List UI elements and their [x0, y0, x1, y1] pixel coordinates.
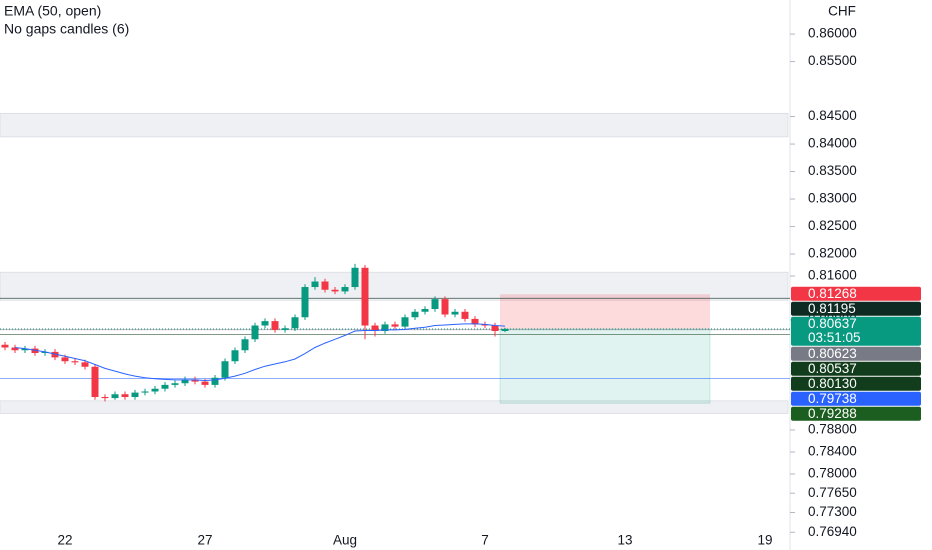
candle-body — [161, 384, 169, 389]
price-label: 0.80130 — [808, 376, 857, 391]
candle-body — [301, 287, 309, 318]
price-label: 0.80537 — [808, 361, 857, 376]
price-label: 0.81268 — [808, 286, 857, 301]
price-label: 0.80637 — [808, 316, 857, 331]
price-label-box — [791, 406, 921, 421]
y-tick-label: 0.76940 — [808, 524, 857, 539]
candle-body — [461, 311, 469, 319]
candle-body — [181, 379, 189, 384]
candle-body — [381, 324, 389, 332]
price-label-box — [791, 286, 921, 301]
candle-body — [91, 366, 99, 397]
legend-candles: No gaps candles (6) — [4, 21, 129, 37]
zone — [0, 112, 789, 138]
y-tick-label: 0.78000 — [808, 466, 857, 481]
price-label-box — [791, 361, 921, 376]
candle-body — [191, 379, 199, 382]
candle-body — [431, 299, 439, 310]
y-tick-label: 0.78400 — [808, 444, 857, 459]
candle-body — [261, 321, 269, 326]
candle-body — [141, 391, 149, 393]
x-tick-label: 19 — [757, 533, 772, 548]
y-tick-label: 0.78800 — [808, 422, 857, 437]
y-tick-label: 0.83500 — [808, 163, 857, 178]
zone — [0, 400, 789, 414]
candle-body — [241, 339, 249, 351]
price-label-box — [791, 301, 921, 316]
candle-body — [351, 267, 359, 288]
candle-body — [311, 281, 319, 288]
candle-body — [11, 347, 19, 351]
candle-body — [71, 361, 79, 363]
price-label-box — [791, 376, 921, 391]
y-tick-label: 0.77300 — [808, 504, 857, 519]
y-tick-label: 0.81600 — [808, 268, 857, 283]
candle-body — [61, 357, 69, 362]
candle-body — [1, 344, 9, 348]
candle-body — [441, 299, 449, 315]
y-tick-label: 0.83000 — [808, 191, 857, 206]
candle-body — [211, 377, 219, 385]
candle-body — [471, 318, 479, 325]
candle-body — [41, 351, 49, 354]
candle-body — [391, 324, 399, 327]
candle-body — [51, 351, 59, 358]
candle-body — [341, 287, 349, 292]
price-label-box — [791, 346, 921, 361]
ema-line — [14, 323, 506, 382]
candle-body — [481, 324, 489, 326]
candle-body — [101, 396, 109, 399]
y-tick-label: 0.85500 — [808, 53, 857, 68]
x-tick-label: 27 — [197, 533, 212, 548]
y-tick-label: 0.82000 — [808, 246, 857, 261]
candle-body — [231, 350, 239, 362]
y-tick-label: 0.82500 — [808, 218, 857, 233]
candle-body — [81, 362, 89, 367]
candle-body — [501, 328, 509, 332]
price-label: 0.79288 — [808, 406, 857, 421]
candle-body — [401, 317, 409, 327]
candle-body — [121, 394, 129, 397]
candle-body — [451, 311, 459, 315]
price-label: 0.81195 — [808, 301, 856, 316]
candle-body — [321, 281, 329, 290]
candle-body — [291, 317, 299, 329]
candle-body — [491, 325, 499, 332]
candle-body — [361, 267, 369, 326]
price-label-box — [791, 316, 921, 346]
target-zone — [499, 328, 711, 404]
y-tick-label: 0.86000 — [808, 26, 857, 41]
candle-body — [271, 321, 279, 330]
y-tick-label: 0.84500 — [808, 108, 857, 123]
candle-body — [411, 311, 419, 318]
price-label: 0.80623 — [808, 346, 857, 361]
zone — [0, 271, 789, 301]
legend-ema: EMA (50, open) — [4, 3, 101, 19]
candle-body — [221, 361, 229, 378]
countdown: 03:51:05 — [808, 330, 861, 345]
currency: CHF — [828, 4, 856, 19]
candle-body — [251, 325, 259, 340]
x-tick-label: 22 — [57, 533, 72, 548]
y-tick-label: 0.84000 — [808, 136, 857, 151]
candle-body — [421, 309, 429, 312]
price-label-box — [791, 391, 921, 406]
candle-body — [151, 388, 159, 392]
candle-body — [371, 325, 379, 332]
candle-body — [331, 289, 339, 292]
candle-body — [111, 394, 119, 399]
candle-body — [201, 381, 209, 385]
candle-body — [21, 348, 29, 351]
price-label: 0.79738 — [808, 391, 857, 406]
x-tick-label: 13 — [617, 533, 632, 548]
y-tick-label: 0.77650 — [808, 485, 857, 500]
candle-body — [281, 328, 289, 330]
x-tick-label: 7 — [481, 533, 489, 548]
stop-zone — [500, 294, 710, 329]
candle-body — [131, 392, 139, 397]
candle-body — [171, 383, 179, 385]
x-tick-label: Aug — [333, 533, 357, 548]
